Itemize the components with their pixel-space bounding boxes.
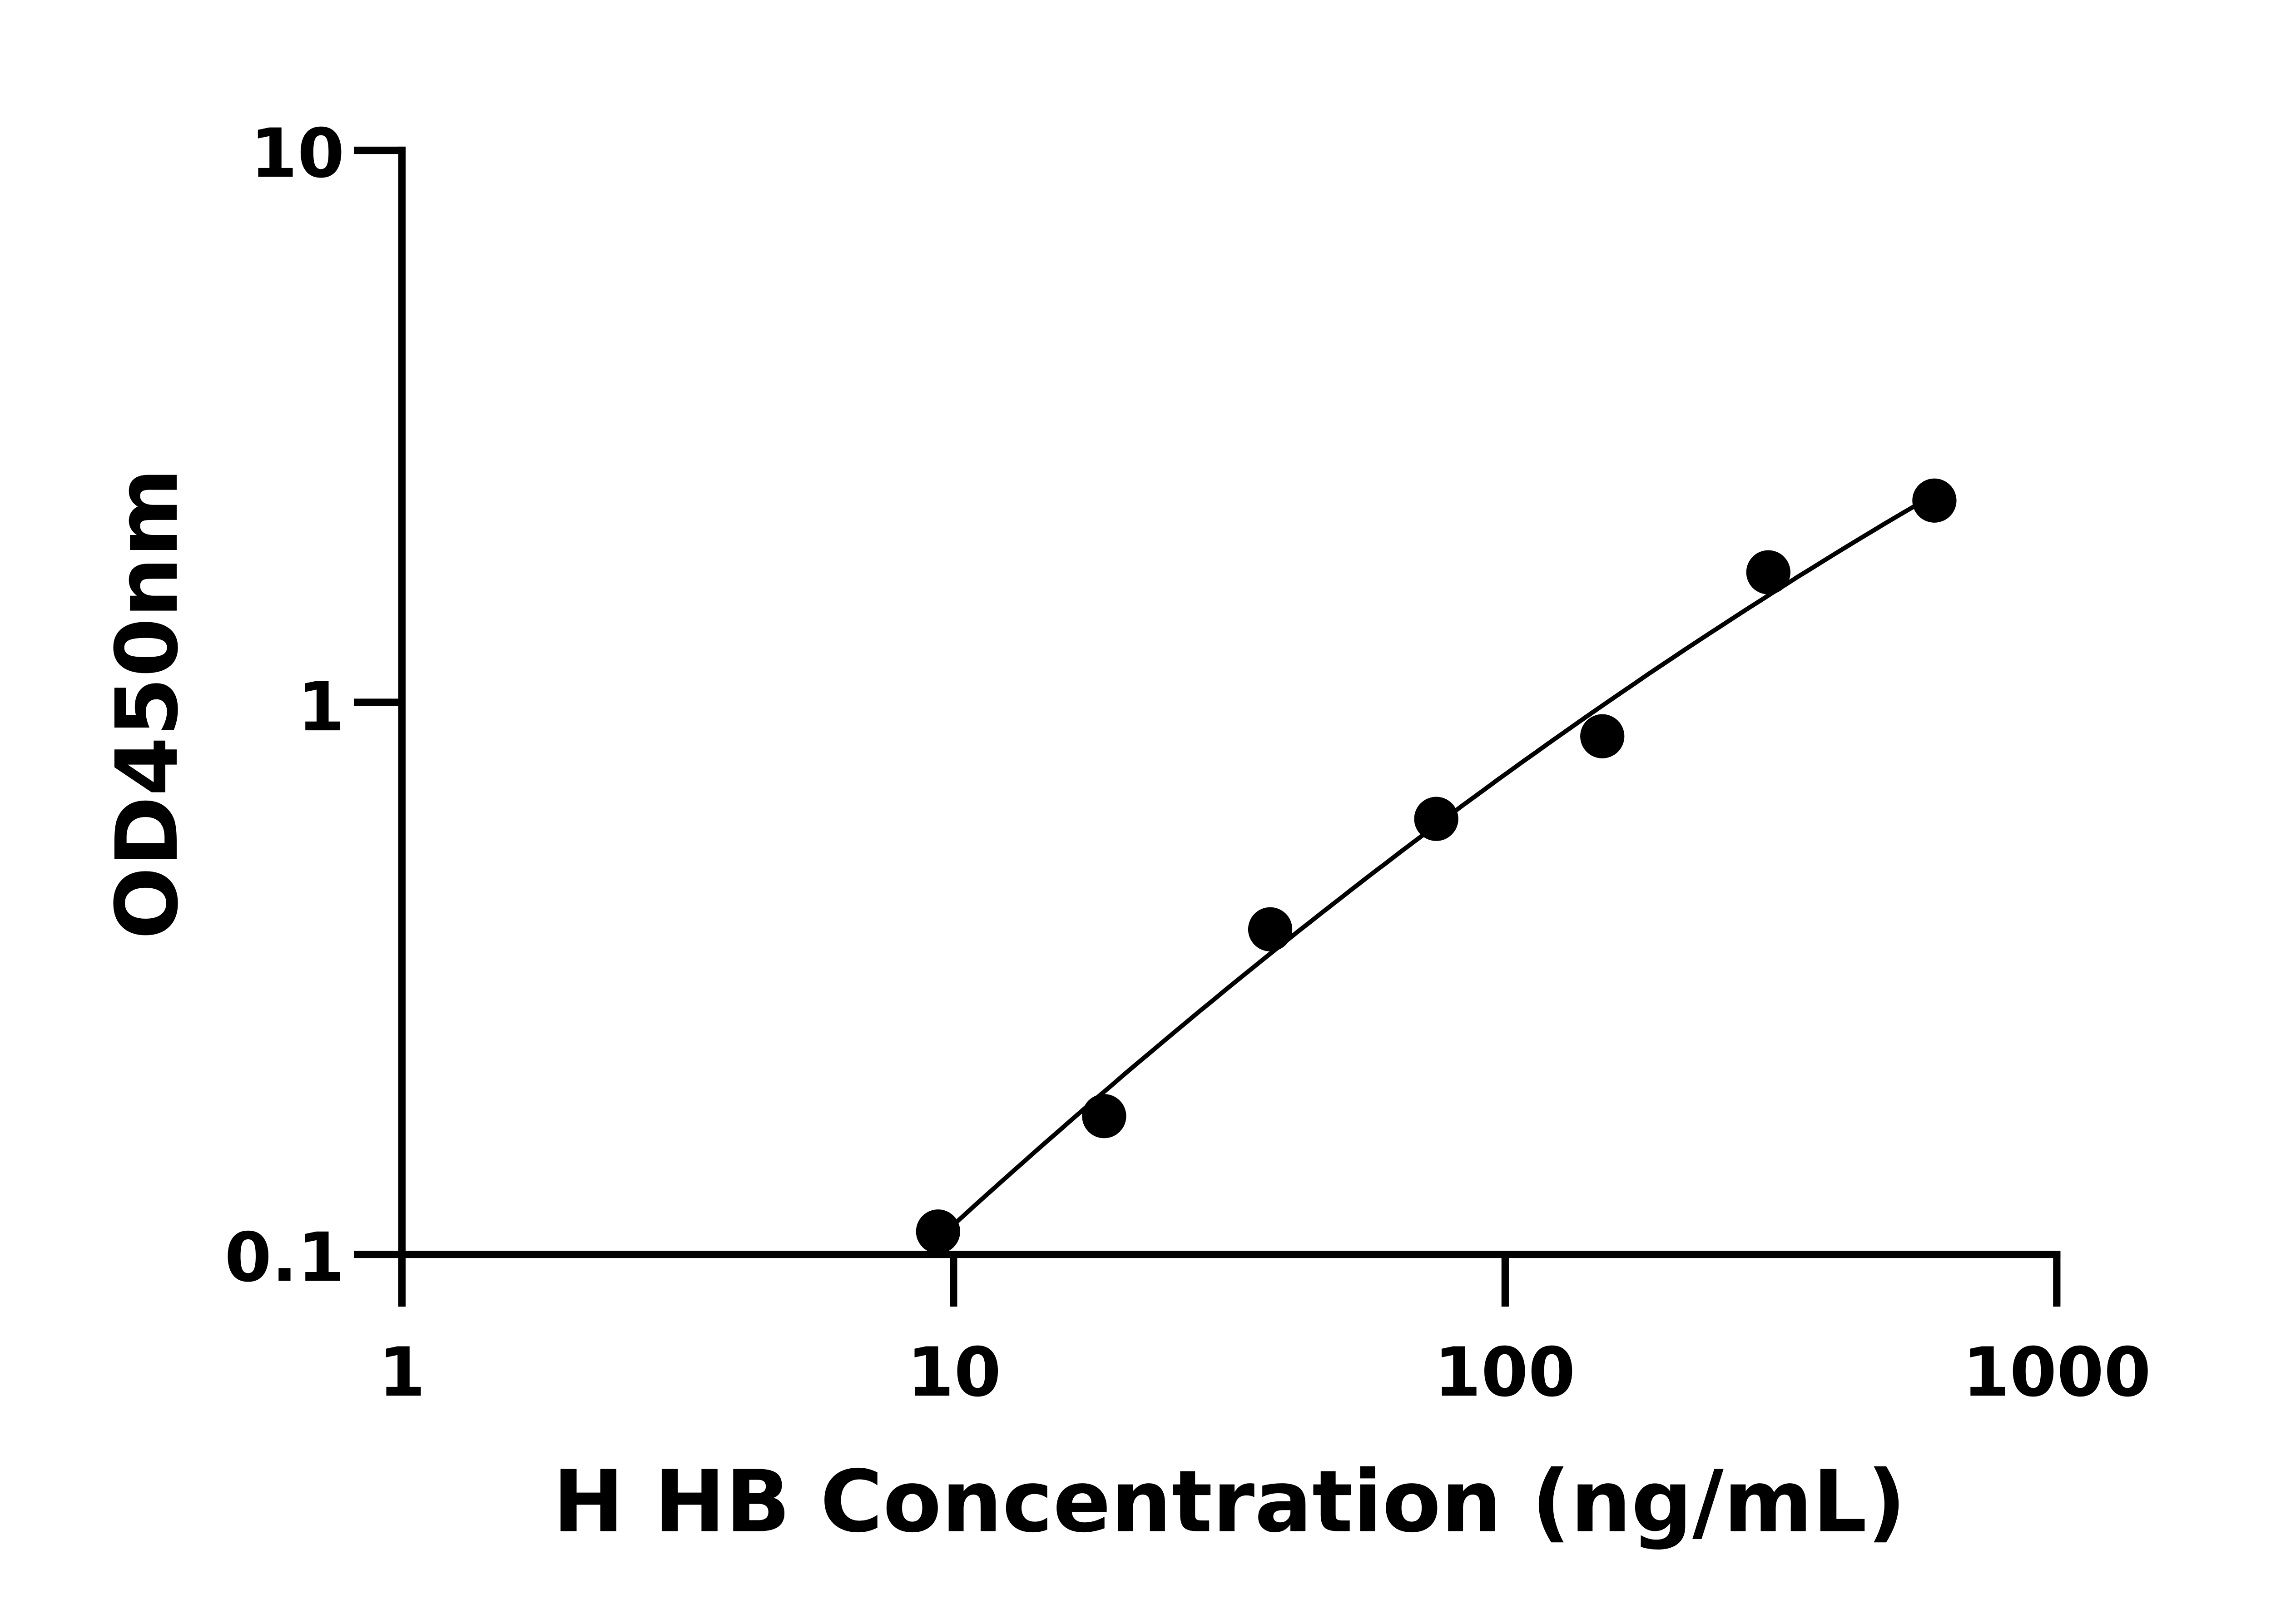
x-tick-label: 10	[907, 1333, 1001, 1412]
y-tick-label: 0.1	[224, 1218, 344, 1297]
x-tick-label: 1000	[1963, 1333, 2151, 1412]
x-tick-label: 100	[1434, 1333, 1575, 1412]
data-point	[1580, 714, 1625, 758]
data-point	[916, 1209, 960, 1254]
tick-labels: 1 10 100 1000 0.1 1 10	[224, 114, 2151, 1412]
data-point	[1912, 478, 1957, 523]
y-tick-label: 10	[250, 114, 344, 193]
data-point	[1248, 907, 1293, 951]
x-axis-title: H HB Concentration (ng/mL)	[553, 1452, 1906, 1551]
data-points	[916, 478, 1957, 1254]
y-tick-label: 1	[298, 668, 345, 747]
data-point	[1746, 550, 1790, 594]
data-point	[1082, 1094, 1126, 1139]
y-axis-title: OD450nm	[98, 468, 197, 940]
data-point	[1414, 797, 1458, 841]
axes	[354, 146, 2061, 1307]
x-tick-label: 1	[378, 1333, 426, 1412]
